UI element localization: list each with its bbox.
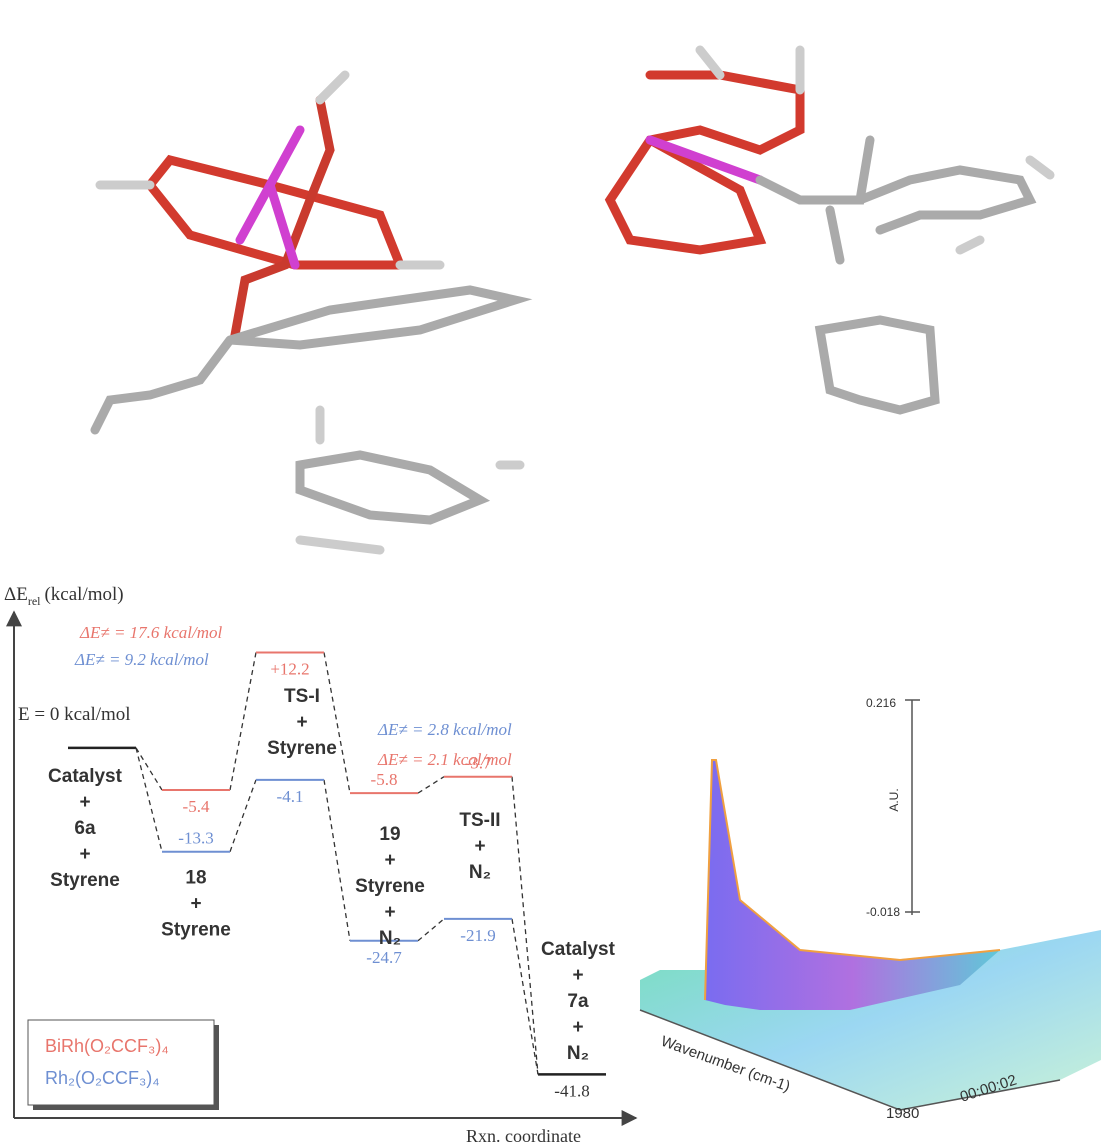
- connector: [323, 779, 351, 941]
- state-label: +: [572, 965, 583, 986]
- y-axis-label: ΔErel (kcal/mol): [4, 584, 124, 608]
- x-axis-label: Rxn. coordinate: [466, 1126, 581, 1145]
- state-label: +: [384, 850, 395, 871]
- connector: [135, 747, 163, 791]
- connector: [511, 918, 539, 1075]
- value-label: -5.4: [183, 797, 210, 816]
- value-label: -3.7: [465, 754, 492, 773]
- state-label: N₂: [379, 928, 401, 949]
- state-label: Catalyst: [48, 766, 123, 787]
- state-label: +: [190, 894, 201, 915]
- value-label: -21.9: [460, 926, 495, 945]
- barrier-annotation: ΔE≠ = 9.2 kcal/mol: [74, 650, 209, 669]
- value-label: -13.3: [178, 829, 213, 848]
- barrier-annotation: ΔE≠ = 2.1 kcal/mol: [377, 750, 512, 769]
- state-label: +: [79, 844, 90, 865]
- legend-entry: Rh₂(O₂CCF₃)₄: [45, 1068, 160, 1088]
- state-label: Styrene: [355, 876, 425, 897]
- state-label: +: [572, 1017, 583, 1038]
- state-label: +: [474, 836, 485, 857]
- barrier-annotation: ΔE≠ = 2.8 kcal/mol: [377, 720, 512, 739]
- connector: [135, 747, 163, 852]
- spectrum-plot: 0.216 A.U. -0.018 Wavenumber (cm-1) 1980…: [639, 696, 1101, 1122]
- molecule-right: [604, 45, 1055, 415]
- z-axis-label: A.U.: [887, 788, 901, 811]
- connector: [417, 918, 445, 942]
- state-label: 19: [379, 824, 400, 845]
- value-label: -4.1: [277, 787, 304, 806]
- state-label: Styrene: [267, 738, 337, 759]
- state-label: N₂: [469, 862, 491, 883]
- state-label: +: [296, 712, 307, 733]
- state-label: TS-I: [284, 686, 320, 707]
- molecule-left: [90, 70, 533, 555]
- zero-label: E = 0 kcal/mol: [18, 704, 131, 725]
- state-label: +: [384, 902, 395, 923]
- connector: [229, 779, 257, 852]
- state-label: Catalyst: [541, 939, 616, 960]
- state-label: 7a: [567, 991, 589, 1012]
- value-label: +12.2: [270, 660, 309, 679]
- value-label: -5.8: [371, 770, 398, 789]
- state-label: TS-II: [459, 810, 500, 831]
- state-label: 6a: [74, 818, 96, 839]
- barrier-annotation: ΔE≠ = 17.6 kcal/mol: [79, 623, 222, 642]
- state-label: Styrene: [161, 920, 231, 941]
- legend-box: [27, 1019, 215, 1106]
- connector: [323, 652, 351, 794]
- state-label: N₂: [567, 1043, 589, 1064]
- state-label: Styrene: [50, 870, 120, 891]
- connector: [511, 776, 539, 1075]
- z-top-label: 0.216: [866, 696, 896, 710]
- connector: [417, 776, 445, 794]
- legend-entry: BiRh(O₂CCF₃)₄: [45, 1036, 169, 1056]
- energy-axes: [6, 610, 638, 1126]
- state-label: +: [79, 792, 90, 813]
- z-bottom-label: -0.018: [866, 905, 900, 919]
- value-label: -41.8: [554, 1081, 589, 1100]
- connector: [229, 652, 257, 791]
- value-label: -24.7: [366, 948, 402, 967]
- state-label: 18: [185, 868, 206, 889]
- x-tick-label: 1980: [886, 1105, 919, 1122]
